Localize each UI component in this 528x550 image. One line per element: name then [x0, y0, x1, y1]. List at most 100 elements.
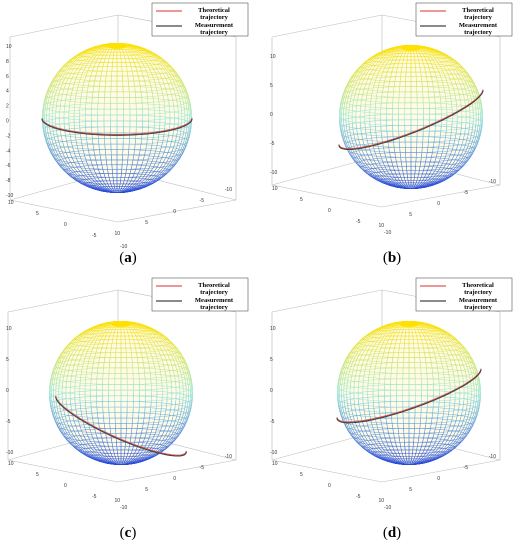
meridian-segment — [408, 182, 410, 186]
meridian-segment — [377, 159, 381, 166]
meridian-segment — [427, 87, 429, 95]
meridian-segment — [95, 57, 99, 63]
meridian-segment — [169, 161, 175, 169]
meridian-segment — [153, 102, 155, 111]
meridian-segment — [166, 155, 171, 163]
meridian-segment — [53, 94, 56, 103]
meridian-segment — [141, 182, 148, 187]
meridian-segment — [166, 62, 173, 68]
meridian-segment — [387, 179, 393, 183]
meridian-segment — [125, 168, 127, 174]
meridian-segment — [401, 63, 403, 69]
meridian-segment — [126, 178, 129, 184]
meridian-segment — [438, 170, 443, 176]
meridian-segment — [433, 68, 436, 75]
meridian-segment — [437, 68, 441, 75]
meridian-segment — [146, 133, 149, 142]
meridian-segment — [185, 141, 189, 149]
meridian-segment — [168, 102, 170, 111]
meridian-segment — [134, 186, 141, 190]
meridian-segment — [421, 58, 424, 64]
meridian-segment — [156, 57, 163, 63]
meridian-segment — [119, 189, 122, 192]
meridian-segment — [187, 133, 190, 142]
meridian-segment — [189, 102, 192, 111]
meridian-segment — [86, 186, 94, 190]
meridian-segment — [105, 73, 107, 81]
meridian-segment — [425, 74, 428, 82]
meridian-segment — [457, 87, 460, 95]
meridian-segment — [97, 168, 101, 174]
meridian-segment — [438, 63, 442, 69]
meridian-segment — [356, 131, 359, 140]
meridian-segment — [80, 133, 82, 142]
meridian-segment — [366, 87, 369, 95]
meridian-segment — [88, 182, 94, 187]
meridian-segment — [68, 62, 74, 68]
z-tick-label: 10 — [270, 54, 276, 60]
meridian-segment — [45, 94, 49, 103]
meridian-segment — [122, 49, 124, 54]
meridian-segment — [463, 131, 466, 140]
meridian-segment — [58, 141, 62, 149]
meridian-segment — [52, 80, 57, 88]
meridian-segment — [427, 179, 432, 183]
meridian-segment — [172, 141, 176, 149]
meridian-segment — [420, 185, 426, 188]
meridian-segment — [432, 80, 434, 88]
meridian-segment — [44, 125, 47, 134]
meridian-segment — [173, 80, 177, 88]
meridian-segment — [434, 94, 436, 103]
y-tick-label: 5 — [409, 212, 412, 218]
meridian-segment — [134, 49, 139, 54]
meridian-segment — [46, 87, 50, 95]
meridian-segment — [66, 87, 69, 95]
meridian-segment — [59, 161, 65, 169]
meridian-segment — [149, 52, 156, 58]
meridian-segment — [54, 73, 59, 81]
meridian-segment — [468, 102, 470, 110]
meridian-segment — [169, 73, 174, 81]
meridian-segment — [56, 94, 59, 103]
meridian-segment — [377, 80, 381, 88]
meridian-segment — [73, 57, 79, 63]
meridian-segment — [54, 148, 59, 156]
meridian-segment — [154, 148, 157, 156]
meridian-segment — [166, 168, 173, 174]
meridian-segment — [448, 139, 451, 147]
z-tick-label: 10 — [6, 44, 12, 50]
meridian-segment — [451, 74, 456, 82]
meridian-segment — [64, 161, 69, 169]
meridian-segment — [400, 68, 402, 75]
meridian-segment — [413, 185, 416, 188]
meridian-segment — [64, 133, 67, 142]
trajectory-theoretical-a — [41, 117, 193, 136]
meridian-segment — [454, 94, 457, 103]
meridian-segment — [63, 155, 68, 163]
meridian-segment — [466, 131, 469, 140]
meridian-segment — [152, 57, 159, 63]
meridian-segment — [61, 168, 68, 174]
meridian-segment — [363, 152, 367, 160]
meridian-segment — [160, 173, 167, 179]
meridian-segment — [118, 191, 120, 193]
meridian-segment — [126, 46, 131, 50]
meridian-segment — [445, 124, 448, 132]
meridian-segment — [166, 80, 170, 88]
meridian-segment — [342, 87, 346, 95]
meridian-segment — [155, 173, 161, 179]
meridian-segment — [163, 73, 167, 81]
x-tick-label: 10 — [272, 186, 278, 192]
meridian-segment — [75, 141, 78, 149]
meridian-segment — [85, 94, 88, 103]
meridian-segment — [162, 168, 168, 174]
meridian-segment — [68, 125, 71, 134]
meridian-segment — [420, 74, 423, 82]
meridian-segment — [369, 68, 374, 75]
meridian-segment — [50, 148, 55, 156]
meridian-segment — [131, 67, 133, 74]
meridian-segment — [366, 74, 371, 82]
meridian-segment — [145, 182, 153, 187]
meridian-segment — [426, 80, 429, 88]
meridian-segment — [435, 74, 438, 82]
